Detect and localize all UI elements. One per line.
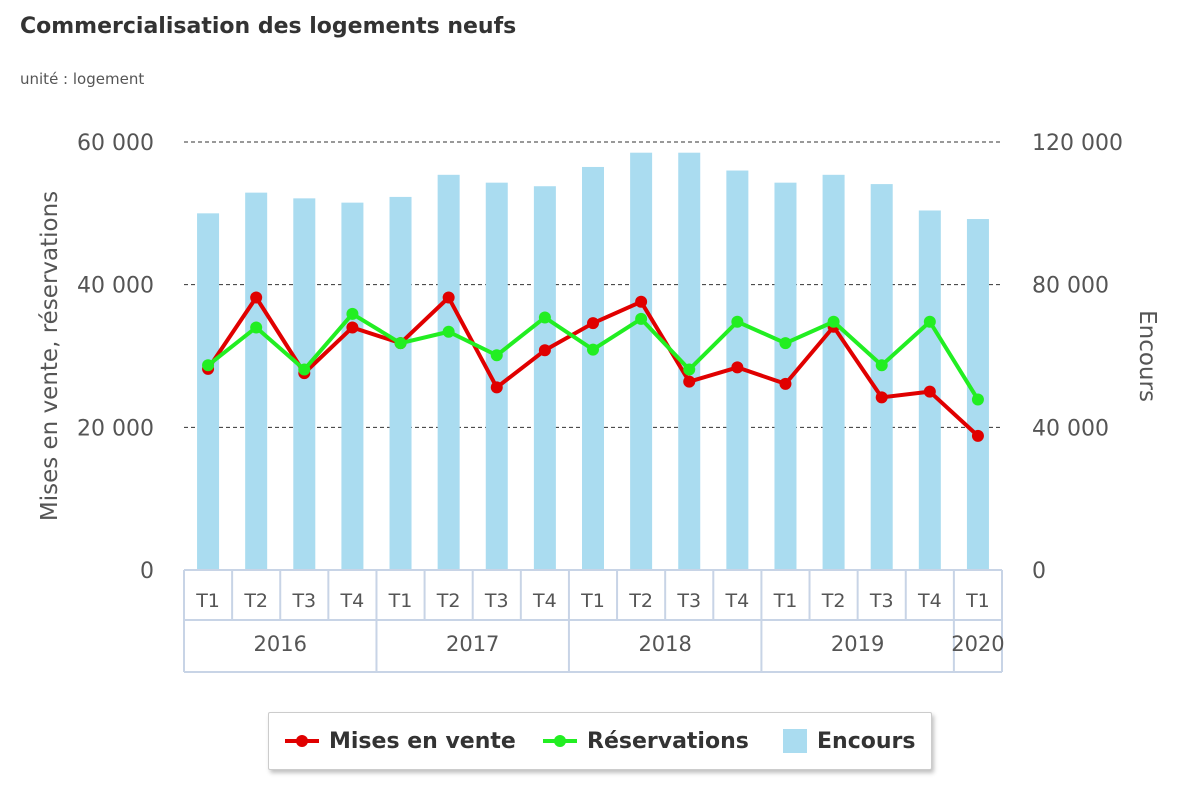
point-reservations: [683, 363, 696, 376]
x-tick-label: T1: [773, 590, 798, 612]
year-label: 2017: [446, 632, 499, 656]
point-reservations: [971, 393, 984, 406]
bar-encours: [293, 198, 316, 570]
point-reservations: [490, 349, 503, 362]
point-reservations: [635, 312, 648, 325]
x-tick-label: T1: [965, 590, 990, 612]
y-tick-label: 60 000: [77, 131, 154, 156]
year-label: 2016: [254, 632, 307, 656]
bar-encours: [870, 184, 893, 570]
point-mises-en-vente: [250, 291, 263, 304]
y2-tick-label: 120 000: [1032, 131, 1123, 156]
point-mises-en-vente: [779, 377, 792, 390]
legend-swatch-encours: [783, 729, 807, 753]
point-reservations: [394, 337, 407, 350]
point-reservations: [346, 307, 359, 320]
x-tick-label: T1: [388, 590, 413, 612]
point-reservations: [442, 325, 455, 338]
point-mises-en-vente: [635, 295, 648, 308]
year-label: 2019: [831, 632, 884, 656]
bar-encours: [437, 174, 460, 570]
bar-encours: [341, 202, 364, 570]
y-tick-label: 20 000: [77, 416, 154, 441]
bar-encours: [582, 166, 604, 570]
point-reservations: [923, 315, 936, 328]
chart-subtitle: unité : logement: [20, 70, 145, 88]
y2-axis-label: Encours: [1134, 310, 1160, 402]
bar-encours: [245, 192, 268, 570]
legend-item-reservations[interactable]: Réservations: [543, 713, 749, 769]
x-tick-label: T1: [580, 590, 605, 612]
point-reservations: [298, 363, 311, 376]
x-tick-label: T3: [869, 590, 894, 612]
legend-swatch-mises-en-vente: [285, 735, 319, 747]
legend-swatch-reservations: [543, 735, 577, 747]
point-reservations: [202, 359, 215, 372]
point-reservations: [587, 343, 599, 356]
x-tick-label: T3: [484, 590, 509, 612]
bar-encours: [533, 186, 556, 570]
point-mises-en-vente: [971, 429, 984, 442]
bar-encours: [822, 174, 845, 570]
point-mises-en-vente: [538, 344, 551, 357]
y-axis-label: Mises en vente, réservations: [37, 191, 63, 521]
x-tick-label: T4: [725, 590, 750, 612]
bar-encours: [389, 196, 412, 570]
point-mises-en-vente: [442, 291, 455, 304]
legend-label-encours: Encours: [817, 728, 916, 754]
legend-item-encours[interactable]: Encours: [783, 713, 915, 769]
x-tick-label: T4: [917, 590, 942, 612]
legend-label-mises-en-vente: Mises en vente: [329, 728, 516, 754]
point-mises-en-vente: [875, 391, 888, 404]
x-tick-label: T1: [195, 590, 220, 612]
x-tick-label: T3: [676, 590, 701, 612]
chart-legend: Mises en vente Réservations Encours: [268, 712, 932, 770]
bar-encours: [485, 182, 508, 570]
bar-encours: [774, 182, 797, 570]
x-tick-label: T3: [291, 590, 316, 612]
y2-tick-label: 40 000: [1032, 416, 1109, 441]
year-label: 2020: [951, 632, 1004, 656]
x-tick-label: T4: [340, 590, 365, 612]
legend-label-reservations: Réservations: [587, 728, 749, 754]
point-reservations: [538, 311, 551, 324]
bar-encours: [197, 213, 220, 571]
point-reservations: [875, 359, 888, 372]
chart-title: Commercialisation des logements neufs: [20, 14, 517, 39]
point-mises-en-vente: [346, 321, 359, 334]
point-mises-en-vente: [731, 361, 744, 374]
bar-encours: [630, 152, 653, 570]
point-mises-en-vente: [683, 375, 696, 388]
point-reservations: [827, 315, 840, 328]
point-mises-en-vente: [490, 381, 503, 394]
point-mises-en-vente: [923, 385, 936, 398]
point-reservations: [731, 315, 744, 328]
point-reservations: [250, 321, 263, 334]
x-tick-label: T2: [436, 590, 461, 612]
point-mises-en-vente: [587, 317, 599, 330]
chart-canvas: 0 0 20 000 40 000 40 000 80 000 60 000 120 000 M…: [37, 131, 1160, 673]
y-tick-label: 40 000: [77, 274, 154, 299]
x-tick-label: T2: [628, 590, 653, 612]
x-tick-label: T2: [821, 590, 846, 612]
point-reservations: [779, 337, 792, 350]
bar-encours: [678, 152, 701, 570]
y2-tick-label: 0: [1032, 559, 1046, 584]
legend-item-mises-en-vente[interactable]: Mises en vente: [285, 713, 516, 769]
x-tick-label: T2: [243, 590, 268, 612]
year-label: 2018: [638, 632, 691, 656]
x-tick-label: T4: [532, 590, 557, 612]
y-tick-label: 0: [140, 559, 154, 584]
y2-tick-label: 80 000: [1032, 274, 1109, 299]
